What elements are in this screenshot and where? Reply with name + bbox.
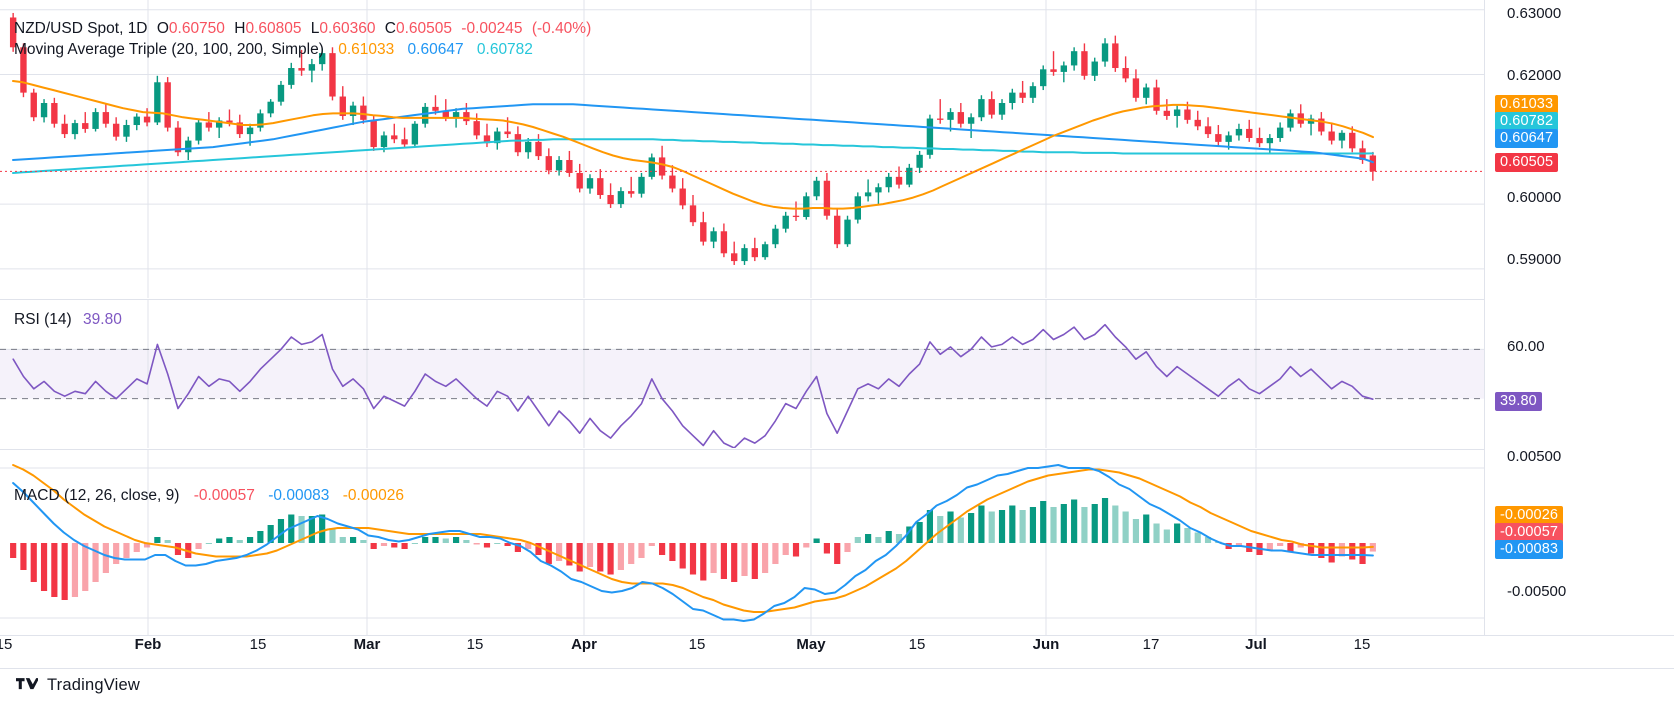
time-axis-label: 15 xyxy=(466,636,484,653)
symbol-label[interactable]: NZD/USD Spot, 1D xyxy=(14,20,148,37)
open-label: O xyxy=(156,20,169,37)
macd-hist-tag[interactable]: -0.00057 xyxy=(1495,523,1564,542)
price-axis-tick: 0.59000 xyxy=(1507,251,1562,268)
price-axis-tick: 0.60000 xyxy=(1507,189,1562,206)
low-value: 0.60360 xyxy=(319,20,376,37)
macd-line-value: -0.00083 xyxy=(268,487,330,504)
time-axis-label: Jun xyxy=(1032,636,1060,653)
rsi-plot[interactable] xyxy=(0,300,1484,448)
macd-signal-tag[interactable]: -0.00026 xyxy=(1495,506,1564,525)
rsi-value: 39.80 xyxy=(83,311,122,328)
moving-average-legend: Moving Average Triple (20, 100, 200, Sim… xyxy=(14,41,533,59)
rsi-legend: RSI (14) 39.80 xyxy=(14,311,122,329)
tradingview-logo-icon xyxy=(16,678,38,690)
tradingview-brand-label: TradingView xyxy=(47,676,140,694)
low-label: L xyxy=(310,20,320,37)
macd-legend: MACD (12, 26, close, 9) -0.00057 -0.0008… xyxy=(14,487,404,505)
ma-title[interactable]: Moving Average Triple (20, 100, 200, Sim… xyxy=(14,41,324,58)
rsi-value-tag[interactable]: 39.80 xyxy=(1495,392,1542,411)
ma200-price-tag[interactable]: 0.60782 xyxy=(1495,112,1559,131)
macd-hist-value: -0.00057 xyxy=(193,487,255,504)
time-axis-label: May xyxy=(796,636,826,653)
time-axis-label: 15 xyxy=(0,636,13,653)
time-axis-label: 15 xyxy=(908,636,926,653)
last-price-tag[interactable]: 0.60505 xyxy=(1495,153,1559,172)
time-axis-label: 15 xyxy=(249,636,267,653)
macd-pane[interactable] xyxy=(0,450,1484,636)
close-label: C xyxy=(384,20,396,37)
tradingview-brand[interactable]: TradingView xyxy=(16,676,140,695)
time-axis-label: 15 xyxy=(1353,636,1371,653)
time-axis-divider xyxy=(0,635,1674,636)
price-axis-divider xyxy=(1484,0,1485,636)
price-legend: NZD/USD Spot, 1D O0.60750 H0.60805 L0.60… xyxy=(14,20,591,38)
price-pane[interactable] xyxy=(0,0,1484,298)
price-plot[interactable] xyxy=(0,0,1484,298)
macd-line-tag[interactable]: -0.00083 xyxy=(1495,540,1564,559)
macd-title[interactable]: MACD (12, 26, close, 9) xyxy=(14,487,180,504)
time-axis-label: 17 xyxy=(1142,636,1160,653)
bottom-divider xyxy=(0,668,1674,669)
close-value: 0.60505 xyxy=(395,20,452,37)
macd-axis-tick: 0.00500 xyxy=(1507,448,1562,465)
ma20-value: 0.61033 xyxy=(338,41,395,58)
time-axis-label: Feb xyxy=(134,636,162,653)
change-value: -0.00245 xyxy=(461,20,523,37)
ma20-price-tag[interactable]: 0.61033 xyxy=(1495,95,1559,114)
price-axis-tick: 0.62000 xyxy=(1507,67,1562,84)
ma100-value: 0.60647 xyxy=(407,41,464,58)
time-axis-label: Jul xyxy=(1245,636,1267,653)
time-axis-label: Apr xyxy=(571,636,597,653)
macd-signal-value: -0.00026 xyxy=(342,487,404,504)
macd-plot[interactable] xyxy=(0,450,1484,636)
rsi-title[interactable]: RSI (14) xyxy=(14,311,72,328)
macd-axis-tick: -0.00500 xyxy=(1507,583,1567,600)
change-percent: (-0.40%) xyxy=(531,20,592,37)
rsi-pane[interactable] xyxy=(0,300,1484,448)
rsi-axis-tick: 60.00 xyxy=(1507,338,1545,355)
time-axis-label: 15 xyxy=(688,636,706,653)
rsi-macd-divider xyxy=(0,449,1484,450)
time-axis-label: Mar xyxy=(353,636,381,653)
price-rsi-divider xyxy=(0,299,1484,300)
high-label: H xyxy=(234,20,246,37)
time-axis[interactable]: 15 Feb 15 Mar 15 Apr 15 May 15 Jun 17 Jul 15 xyxy=(0,636,1484,668)
ma100-price-tag[interactable]: 0.60647 xyxy=(1495,129,1559,148)
ma200-value: 0.60782 xyxy=(476,41,533,58)
high-value: 0.60805 xyxy=(245,20,302,37)
price-axis[interactable]: 0.63000 0.62000 0.60000 0.59000 0.61033 0.607… xyxy=(1485,0,1674,636)
open-value: 0.60750 xyxy=(168,20,225,37)
price-axis-tick: 0.63000 xyxy=(1507,5,1562,22)
